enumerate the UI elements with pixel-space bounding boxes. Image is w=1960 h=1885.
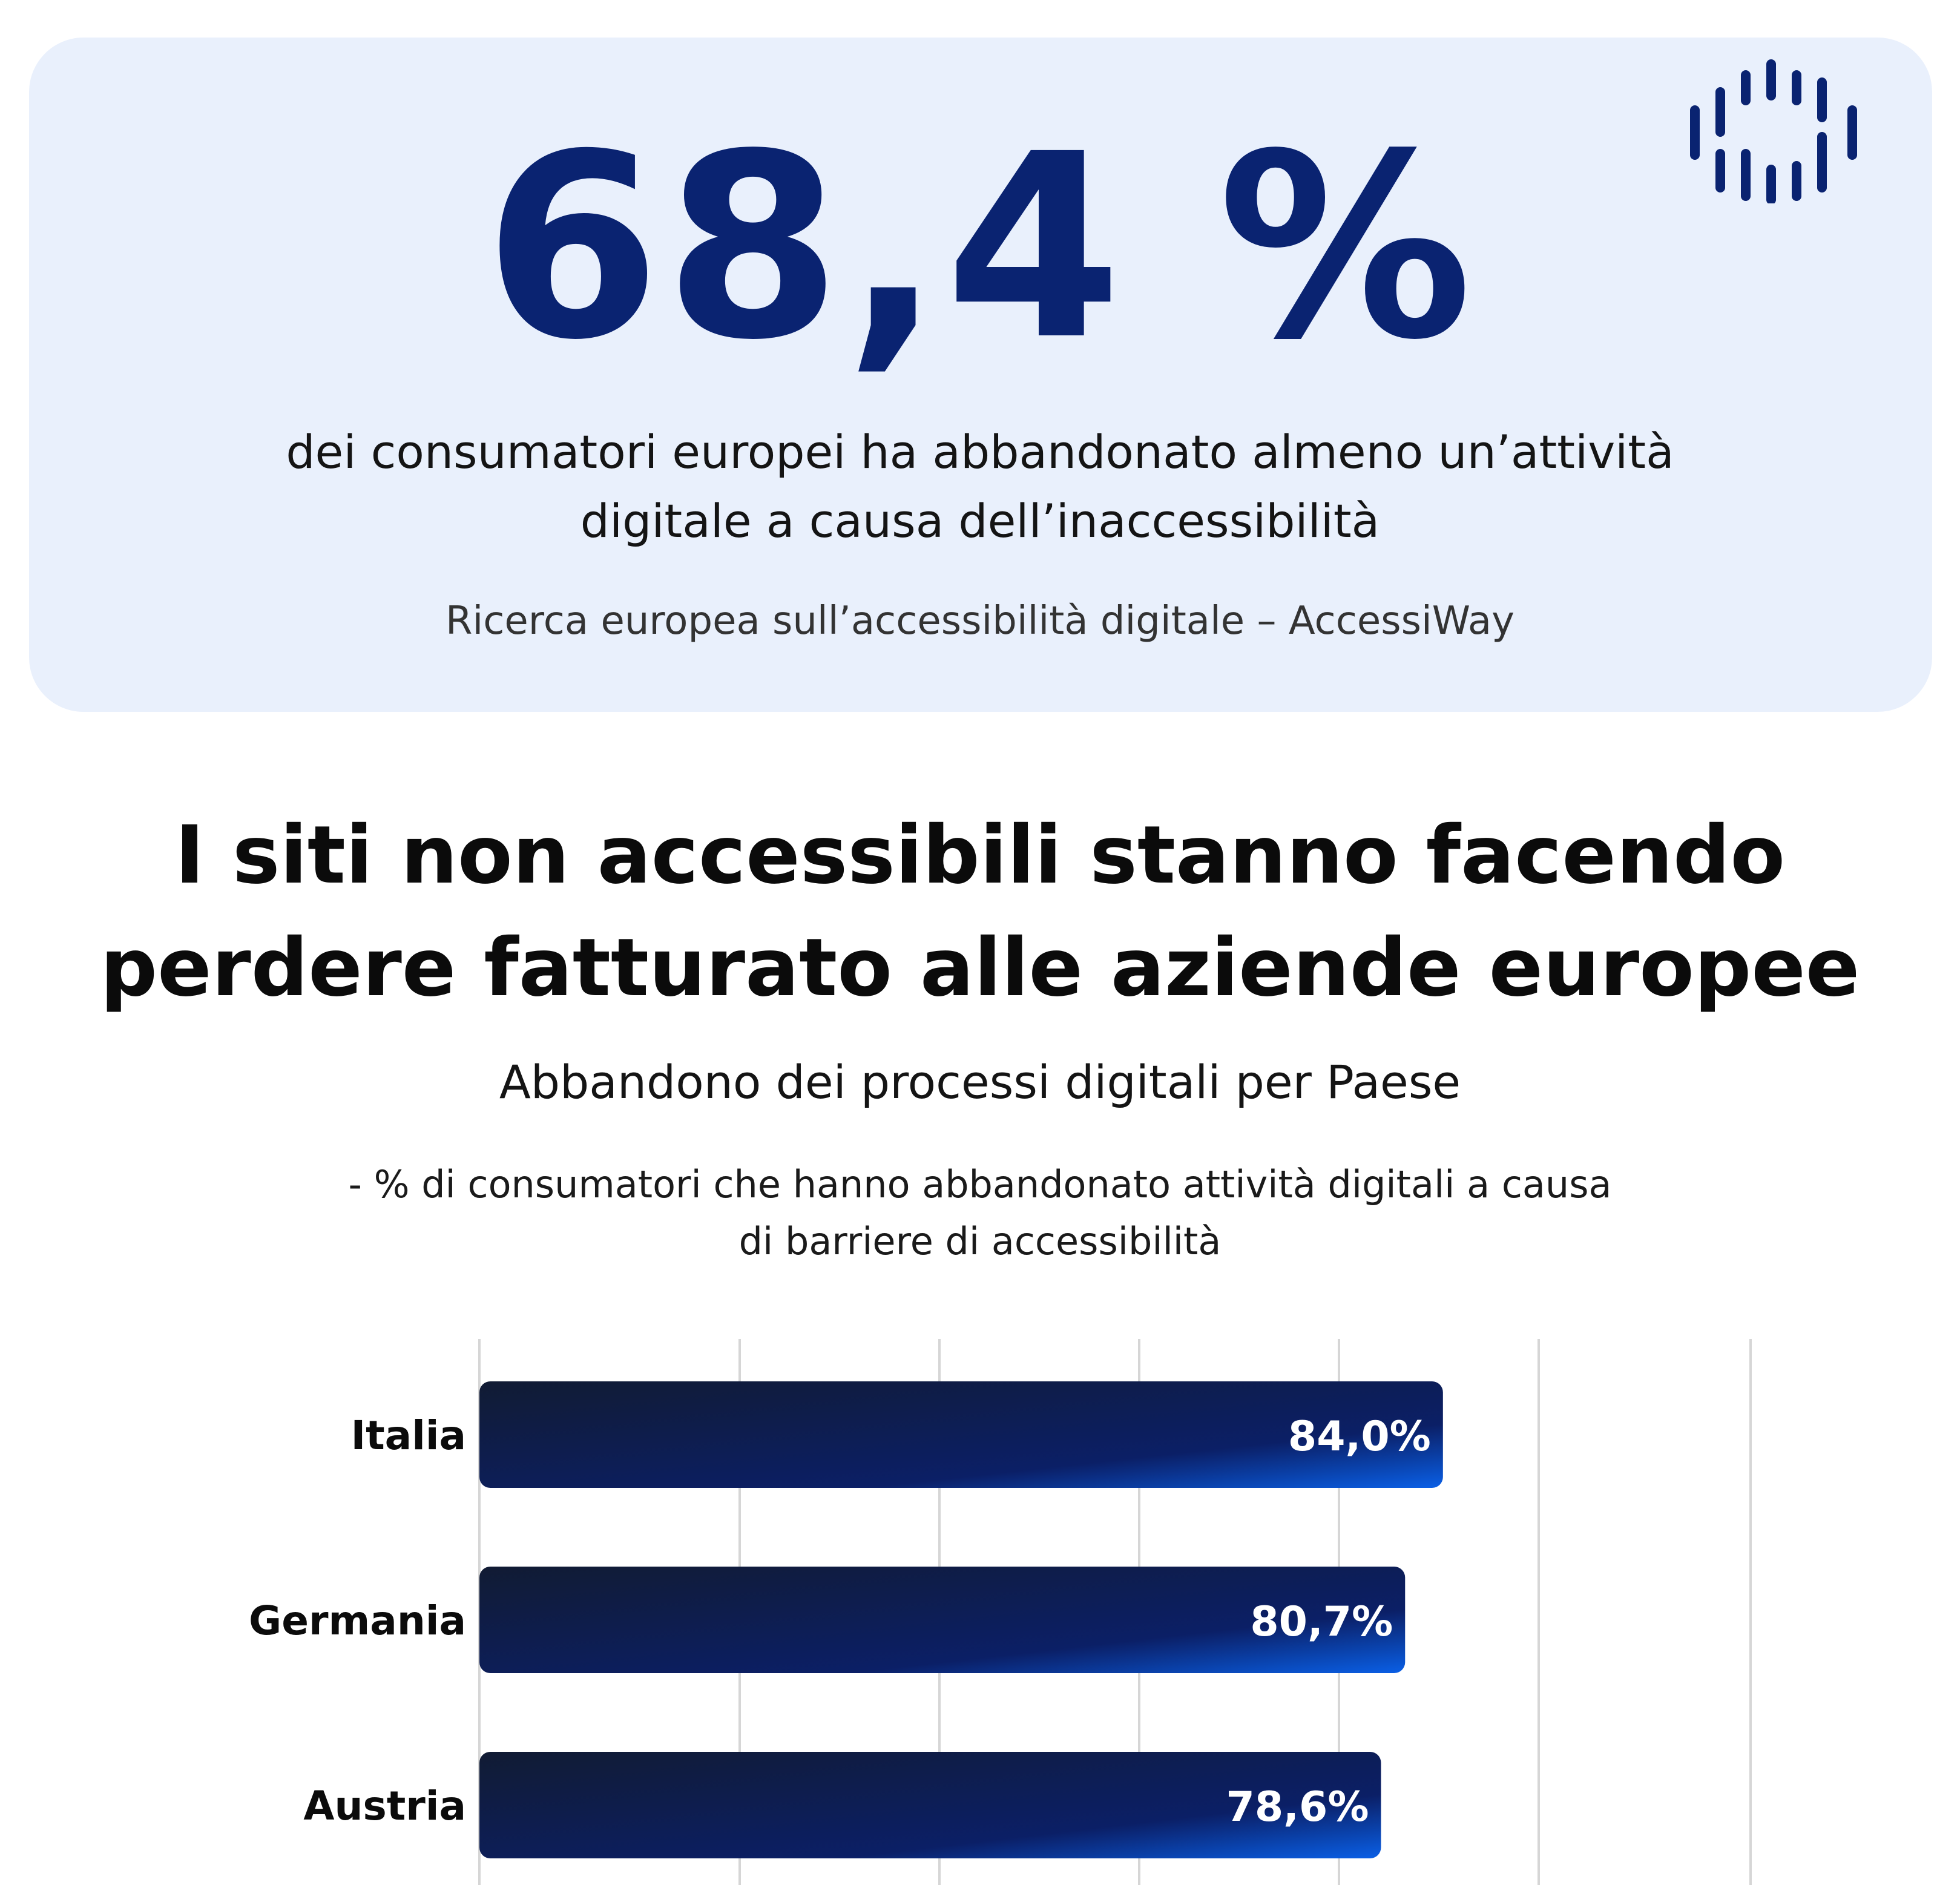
chart-title: Abbandono dei processi digitali per Paes…: [499, 1055, 1461, 1109]
stat-description-line-1: dei consumatori europei ha abbandonato a…: [286, 425, 1674, 479]
stat-description: dei consumatori europei ha abbandonato a…: [0, 418, 1960, 556]
bar-austria: [479, 1752, 1381, 1858]
section-title: I siti non accessibili stanno facendo pe…: [0, 799, 1960, 1024]
value-label: 80,7%: [1250, 1598, 1393, 1646]
category-label: Italia: [351, 1412, 466, 1459]
stat-description-line-2: digitale a causa dell’inaccessibilità: [580, 494, 1380, 548]
chart-subtitle: - % di consumatori che hanno abbandonato…: [0, 1156, 1960, 1270]
bar-italia: [479, 1381, 1443, 1488]
value-label: 84,0%: [1288, 1413, 1431, 1461]
chart-subtitle-line-1: - % di consumatori che hanno abbandonato…: [348, 1162, 1612, 1206]
section-title-line-1: I siti non accessibili stanno facendo: [174, 809, 1786, 902]
bar-germania: [479, 1567, 1406, 1673]
accessiway-logo-icon: [1690, 59, 1857, 203]
headline-stat: 68,4 %: [484, 100, 1476, 396]
stat-source: Ricerca europea sull’accessibilità digit…: [445, 599, 1515, 643]
section-title-line-2: perdere fatturato alle aziende europee: [100, 921, 1860, 1015]
chart-subtitle-line-2: di barriere di accessibilità: [738, 1219, 1222, 1263]
category-label: Germania: [249, 1597, 466, 1644]
value-label: 78,6%: [1226, 1783, 1369, 1831]
hero-card: [29, 38, 1932, 712]
category-label: Austria: [303, 1783, 466, 1829]
